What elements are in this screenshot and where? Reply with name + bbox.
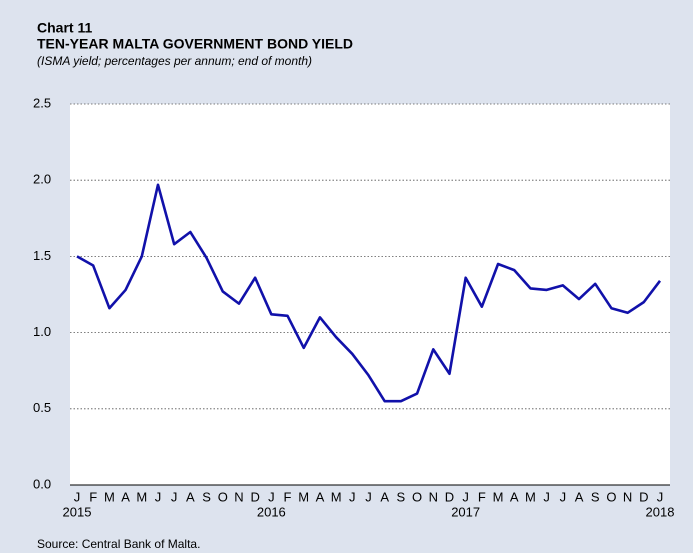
chart-subtitle: TEN-YEAR MALTA GOVERNMENT BOND YIELD bbox=[37, 36, 353, 52]
x-tick-label: M bbox=[331, 489, 342, 504]
chart-note: (ISMA yield; percentages per annum; end … bbox=[37, 54, 312, 68]
x-tick-label: J bbox=[657, 489, 664, 504]
data-line bbox=[76, 183, 662, 403]
x-tick-label: S bbox=[202, 489, 211, 504]
plot-area bbox=[70, 104, 670, 485]
x-tick-label: M bbox=[104, 489, 115, 504]
x-tick-label: S bbox=[591, 489, 600, 504]
x-tick-label: N bbox=[429, 489, 438, 504]
x-tick-label: M bbox=[525, 489, 536, 504]
x-tick-label: J bbox=[462, 489, 469, 504]
x-tick-label: A bbox=[121, 489, 130, 504]
source: Source: Central Bank of Malta. bbox=[37, 537, 200, 551]
x-tick-label: N bbox=[234, 489, 243, 504]
x-tick-label: J bbox=[155, 489, 162, 504]
x-tick-label: J bbox=[560, 489, 567, 504]
x-tick-label: A bbox=[380, 489, 389, 504]
x-tick-label: M bbox=[136, 489, 147, 504]
year-label: 2015 bbox=[63, 504, 92, 519]
x-tick-label: A bbox=[510, 489, 519, 504]
year-label: 2017 bbox=[451, 504, 480, 519]
x-tick-label: O bbox=[218, 489, 228, 504]
x-tick-label: D bbox=[250, 489, 259, 504]
x-tick-label: A bbox=[186, 489, 195, 504]
x-tick-label: J bbox=[268, 489, 275, 504]
x-tick-label: D bbox=[445, 489, 454, 504]
x-tick-label: F bbox=[284, 489, 292, 504]
chart-title: Chart 11 bbox=[37, 20, 92, 36]
x-tick-label: A bbox=[316, 489, 325, 504]
x-tick-label: N bbox=[623, 489, 632, 504]
x-tick-label: J bbox=[365, 489, 372, 504]
y-tick-label: 1.0 bbox=[33, 324, 51, 339]
x-tick-label: M bbox=[298, 489, 309, 504]
x-tick-label: J bbox=[171, 489, 178, 504]
year-label: 2016 bbox=[257, 504, 286, 519]
y-tick-label: 2.5 bbox=[33, 95, 51, 110]
x-tick-label: S bbox=[397, 489, 406, 504]
y-tick-label: 0.0 bbox=[33, 476, 51, 491]
x-tick-label: F bbox=[89, 489, 97, 504]
y-tick-label: 1.5 bbox=[33, 248, 51, 263]
x-tick-label: J bbox=[349, 489, 356, 504]
x-tick-label: J bbox=[74, 489, 81, 504]
year-label: 2018 bbox=[646, 504, 675, 519]
x-tick-label: A bbox=[575, 489, 584, 504]
x-tick-label: O bbox=[412, 489, 422, 504]
x-tick-label: O bbox=[606, 489, 616, 504]
x-tick-label: J bbox=[543, 489, 550, 504]
y-tick-label: 2.0 bbox=[33, 172, 51, 187]
x-tick-label: F bbox=[478, 489, 486, 504]
x-tick-label: M bbox=[493, 489, 504, 504]
y-tick-label: 0.5 bbox=[33, 400, 51, 415]
x-tick-label: D bbox=[639, 489, 648, 504]
